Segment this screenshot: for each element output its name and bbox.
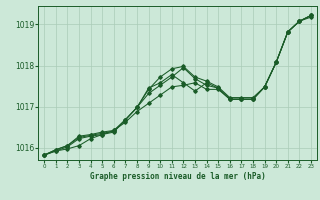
X-axis label: Graphe pression niveau de la mer (hPa): Graphe pression niveau de la mer (hPa) xyxy=(90,172,266,181)
